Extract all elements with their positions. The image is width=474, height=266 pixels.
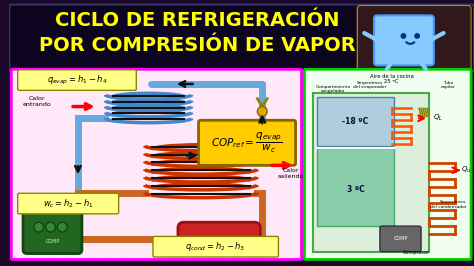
Circle shape: [46, 222, 55, 232]
Text: Aire de la cocina
25 ºC: Aire de la cocina 25 ºC: [370, 74, 413, 85]
Text: Serpentines
del condensador: Serpentines del condensador: [429, 200, 466, 209]
Text: Serpentines
del evaporador: Serpentines del evaporador: [354, 81, 387, 89]
Bar: [317, 148, 393, 226]
FancyBboxPatch shape: [380, 226, 421, 252]
Text: $w_c = h_2 - h_1$: $w_c = h_2 - h_1$: [43, 197, 93, 210]
FancyBboxPatch shape: [178, 222, 260, 256]
Text: 3 ºC: 3 ºC: [346, 185, 364, 194]
Circle shape: [57, 222, 67, 232]
FancyBboxPatch shape: [374, 15, 434, 65]
Text: $COP_{ref} = \dfrac{q_{evap}}{w_c}$: $COP_{ref} = \dfrac{q_{evap}}{w_c}$: [211, 131, 283, 155]
Text: Compresor: Compresor: [403, 250, 429, 255]
Bar: [317, 97, 393, 146]
FancyBboxPatch shape: [11, 69, 301, 259]
Bar: [357, 7, 470, 69]
Circle shape: [34, 222, 44, 232]
Circle shape: [401, 33, 406, 39]
Circle shape: [257, 106, 267, 116]
Text: POR COMPRESIÓN DE VAPOR: POR COMPRESIÓN DE VAPOR: [39, 36, 356, 55]
Text: COMP: COMP: [46, 239, 60, 244]
FancyBboxPatch shape: [304, 69, 471, 259]
Text: Calor
saliendo: Calor saliendo: [277, 168, 304, 178]
Text: Compartimiento
congelador: Compartimiento congelador: [315, 85, 350, 93]
Bar: [313, 93, 429, 252]
Text: CICLO DE REFRIGERACIÓN: CICLO DE REFRIGERACIÓN: [55, 11, 340, 30]
FancyBboxPatch shape: [199, 120, 296, 165]
Text: Tubo
capilar: Tubo capilar: [441, 81, 456, 89]
Text: $q_{evap} = h_1 - h_4$: $q_{evap} = h_1 - h_4$: [47, 73, 107, 87]
Text: $q_{cond} = h_2 - h_3$: $q_{cond} = h_2 - h_3$: [185, 240, 246, 253]
FancyBboxPatch shape: [153, 236, 278, 257]
FancyBboxPatch shape: [9, 5, 474, 71]
Text: -18 ºC: -18 ºC: [342, 117, 368, 126]
FancyBboxPatch shape: [18, 70, 137, 90]
Text: COMP: COMP: [393, 236, 408, 241]
Text: $Q_u$: $Q_u$: [461, 165, 472, 175]
FancyBboxPatch shape: [18, 193, 118, 214]
Circle shape: [414, 33, 420, 39]
Text: Calor
entrando: Calor entrando: [22, 96, 51, 107]
FancyBboxPatch shape: [23, 201, 82, 253]
Text: $Q_L$: $Q_L$: [433, 113, 443, 123]
